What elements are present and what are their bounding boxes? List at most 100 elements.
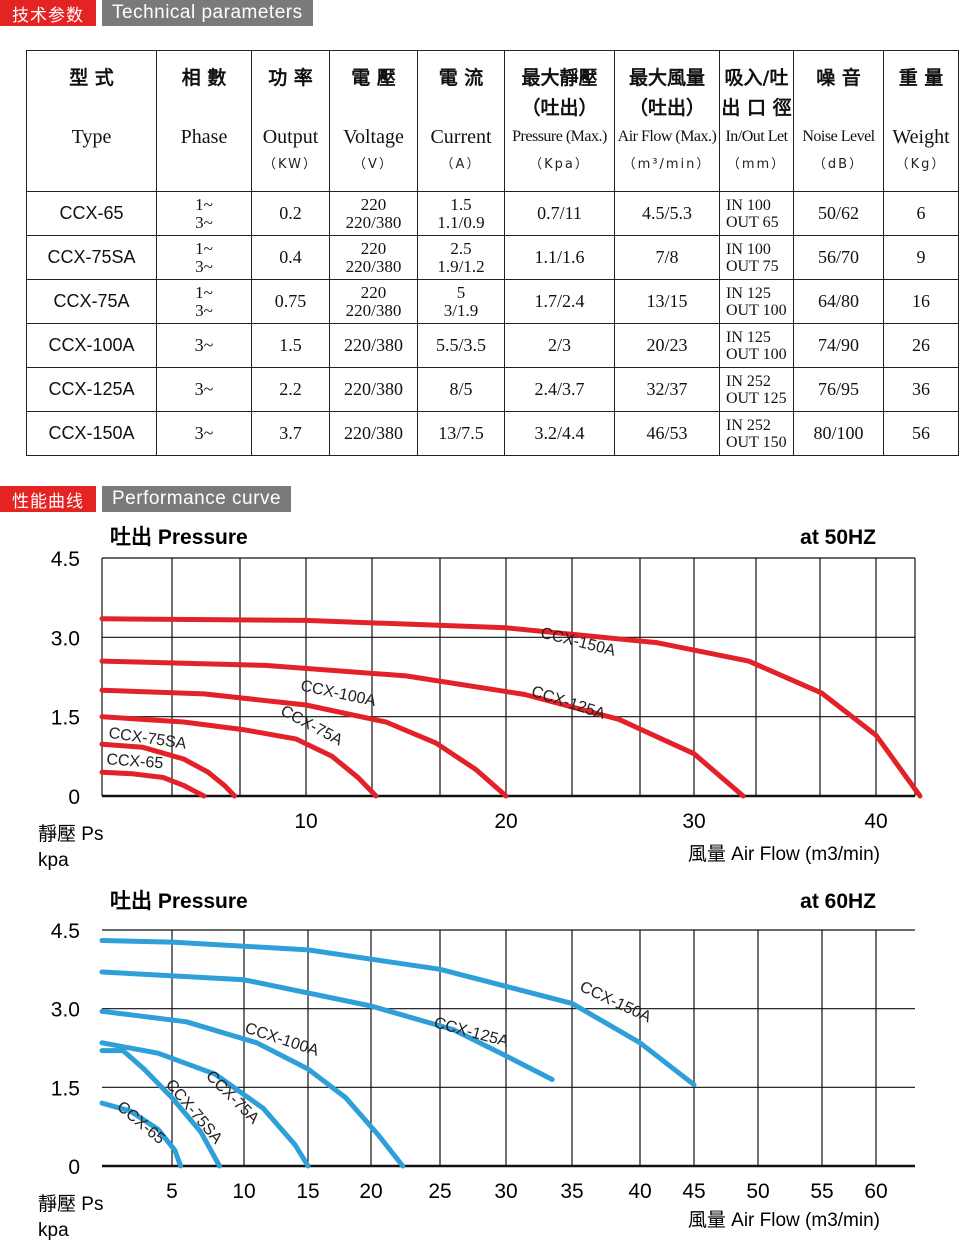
col-header-phase: 相 數 Phase: [156, 50, 252, 192]
cell-model: CCX-75A: [26, 279, 157, 324]
chart-subtitle: at 50HZ: [800, 526, 876, 549]
series-line: [99, 714, 379, 799]
y-axis-label: 靜壓 Ps: [38, 823, 103, 845]
cell-model: CCX-150A: [26, 411, 157, 456]
x-tick-label: 30: [682, 810, 705, 833]
series-label: CCX-150A: [577, 979, 654, 1027]
cell-airflow: 13/15: [614, 279, 720, 324]
y-tick-label: 4.5: [51, 548, 80, 571]
cell-airflow: 4.5/5.3: [614, 191, 720, 236]
x-tick-label: 40: [628, 1180, 651, 1203]
col-header-current: 電 流 Current （A）: [417, 50, 505, 192]
cell-current: 1.5 1.1/0.9: [417, 191, 505, 236]
cell-weight: 16: [883, 279, 959, 324]
cell-output: 0.4: [251, 235, 330, 280]
y-tick-label: 3.0: [51, 999, 80, 1022]
x-tick-label: 15: [296, 1180, 319, 1203]
cell-airflow: 7/8: [614, 235, 720, 280]
cell-current: 13/7.5: [417, 411, 505, 456]
cell-voltage: 220/380: [329, 411, 418, 456]
series-label: CCX-150A: [539, 625, 618, 660]
tech-section-header: 技术参数 Technical parameters: [0, 0, 313, 26]
cell-pressure: 2.4/3.7: [504, 367, 615, 412]
tech-section-title-cn: 技术参数: [0, 0, 96, 26]
spec-row: CCX-75SA 1~ 3~ 0.4 220 220/380 2.5 1.9/1.2 1.1/1…: [26, 235, 959, 280]
spec-row: CCX-75A 1~ 3~ 0.75 220 220/380 5 3/1.9 1.7/2.4 13…: [26, 279, 959, 324]
perf-section-title-cn: 性能曲线: [0, 486, 96, 512]
cell-voltage: 220 220/380: [329, 279, 418, 324]
cell-output: 3.7: [251, 411, 330, 456]
cell-model: CCX-75SA: [26, 235, 157, 280]
series-label: CCX-65: [106, 751, 164, 772]
cell-pressure: 0.7/11: [504, 191, 615, 236]
y-axis-unit: kpa: [38, 1220, 69, 1241]
cell-output: 1.5: [251, 323, 330, 368]
cell-current: 2.5 1.9/1.2: [417, 235, 505, 280]
cell-noise: 50/62: [793, 191, 884, 236]
cell-phase: 3~: [156, 411, 252, 456]
cell-inout: IN 125 OUT 100: [719, 323, 794, 368]
spec-row: CCX-125A 3~ 2.2 220/380 8/5 2.4/3.7 32/37 IN 25…: [26, 367, 959, 412]
col-header-weight: 重 量 Weight （Kg）: [883, 50, 959, 192]
cell-voltage: 220/380: [329, 323, 418, 368]
cell-current: 8/5: [417, 367, 505, 412]
y-tick-label: 3.0: [51, 627, 80, 650]
cell-inout: IN 125 OUT 100: [719, 279, 794, 324]
x-tick-label: 40: [864, 810, 887, 833]
cell-voltage: 220/380: [329, 367, 418, 412]
spec-row: CCX-150A 3~ 3.7 220/380 13/7.5 3.2/4.4 46/53 IN…: [26, 411, 959, 456]
cell-current: 5.5/3.5: [417, 323, 505, 368]
series-line: [99, 1040, 311, 1169]
x-tick-label: 10: [294, 810, 317, 833]
cell-noise: 64/80: [793, 279, 884, 324]
x-tick-label: 60: [864, 1180, 887, 1203]
cell-weight: 6: [883, 191, 959, 236]
x-tick-label: 25: [428, 1180, 451, 1203]
cell-phase: 1~ 3~: [156, 191, 252, 236]
tech-section-title-en: Technical parameters: [102, 0, 313, 26]
spec-header-row: 型 式 Type 相 數 Phase 功 率 Output （KW） 電 壓 Voltag…: [26, 50, 959, 192]
col-header-type: 型 式 Type: [26, 50, 157, 192]
col-header-pressure: 最大靜壓 （吐出） Pressure (Max.) （Kpa）: [504, 50, 615, 192]
series-line: [99, 1100, 184, 1169]
cell-model: CCX-65: [26, 191, 157, 236]
x-tick-label: 5: [166, 1180, 178, 1203]
y-tick-label: 0: [68, 1156, 80, 1179]
cell-output: 0.2: [251, 191, 330, 236]
cell-model: CCX-125A: [26, 367, 157, 412]
cell-noise: 76/95: [793, 367, 884, 412]
series-label: CCX-125A: [432, 1014, 511, 1050]
cell-output: 0.75: [251, 279, 330, 324]
y-axis-unit: kpa: [38, 850, 69, 870]
cell-noise: 80/100: [793, 411, 884, 456]
x-tick-label: 55: [810, 1180, 833, 1203]
cell-voltage: 220 220/380: [329, 235, 418, 280]
series-line: [99, 687, 509, 799]
col-header-noise: 噪 音 Noise Level （dB）: [793, 50, 884, 192]
spec-table: 型 式 Type 相 數 Phase 功 率 Output （KW） 電 壓 Voltag…: [26, 50, 959, 456]
series-line: [99, 741, 238, 799]
x-tick-label: 50: [746, 1180, 769, 1203]
cell-inout: IN 100 OUT 75: [719, 235, 794, 280]
y-tick-label: 1.5: [51, 707, 80, 730]
col-header-airflow: 最大風量 （吐出） Air Flow (Max.) （m³/min）: [614, 50, 720, 192]
spec-row: CCX-65 1~ 3~ 0.2 220 220/380 1.5 1.1/0.9 0.7/11 4…: [26, 191, 959, 236]
performance-chart-60hz: 吐出 Pressure at 60HZ 4.5 3.0 1.5 0 5 10 15 20 25 30 3…: [38, 890, 915, 1241]
cell-airflow: 20/23: [614, 323, 720, 368]
cell-model: CCX-100A: [26, 323, 157, 368]
cell-airflow: 46/53: [614, 411, 720, 456]
x-tick-label: 20: [359, 1180, 382, 1203]
x-tick-label: 45: [682, 1180, 705, 1203]
cell-weight: 26: [883, 323, 959, 368]
perf-section-header: 性能曲线 Performance curve: [0, 486, 292, 512]
cell-pressure: 1.1/1.6: [504, 235, 615, 280]
col-header-voltage: 電 壓 Voltage （V）: [329, 50, 418, 192]
cell-weight: 9: [883, 235, 959, 280]
performance-chart-50hz: 吐出 Pressure at 50HZ 4.5 3.0 1.5 0 10 20 30 40 靜壓 P…: [38, 526, 923, 870]
col-header-output: 功 率 Output （KW）: [251, 50, 330, 192]
y-tick-label: 4.5: [51, 920, 80, 943]
series-line: [99, 938, 697, 1088]
y-tick-label: 1.5: [51, 1077, 80, 1100]
x-tick-label: 30: [494, 1180, 517, 1203]
series-line: [99, 769, 207, 799]
